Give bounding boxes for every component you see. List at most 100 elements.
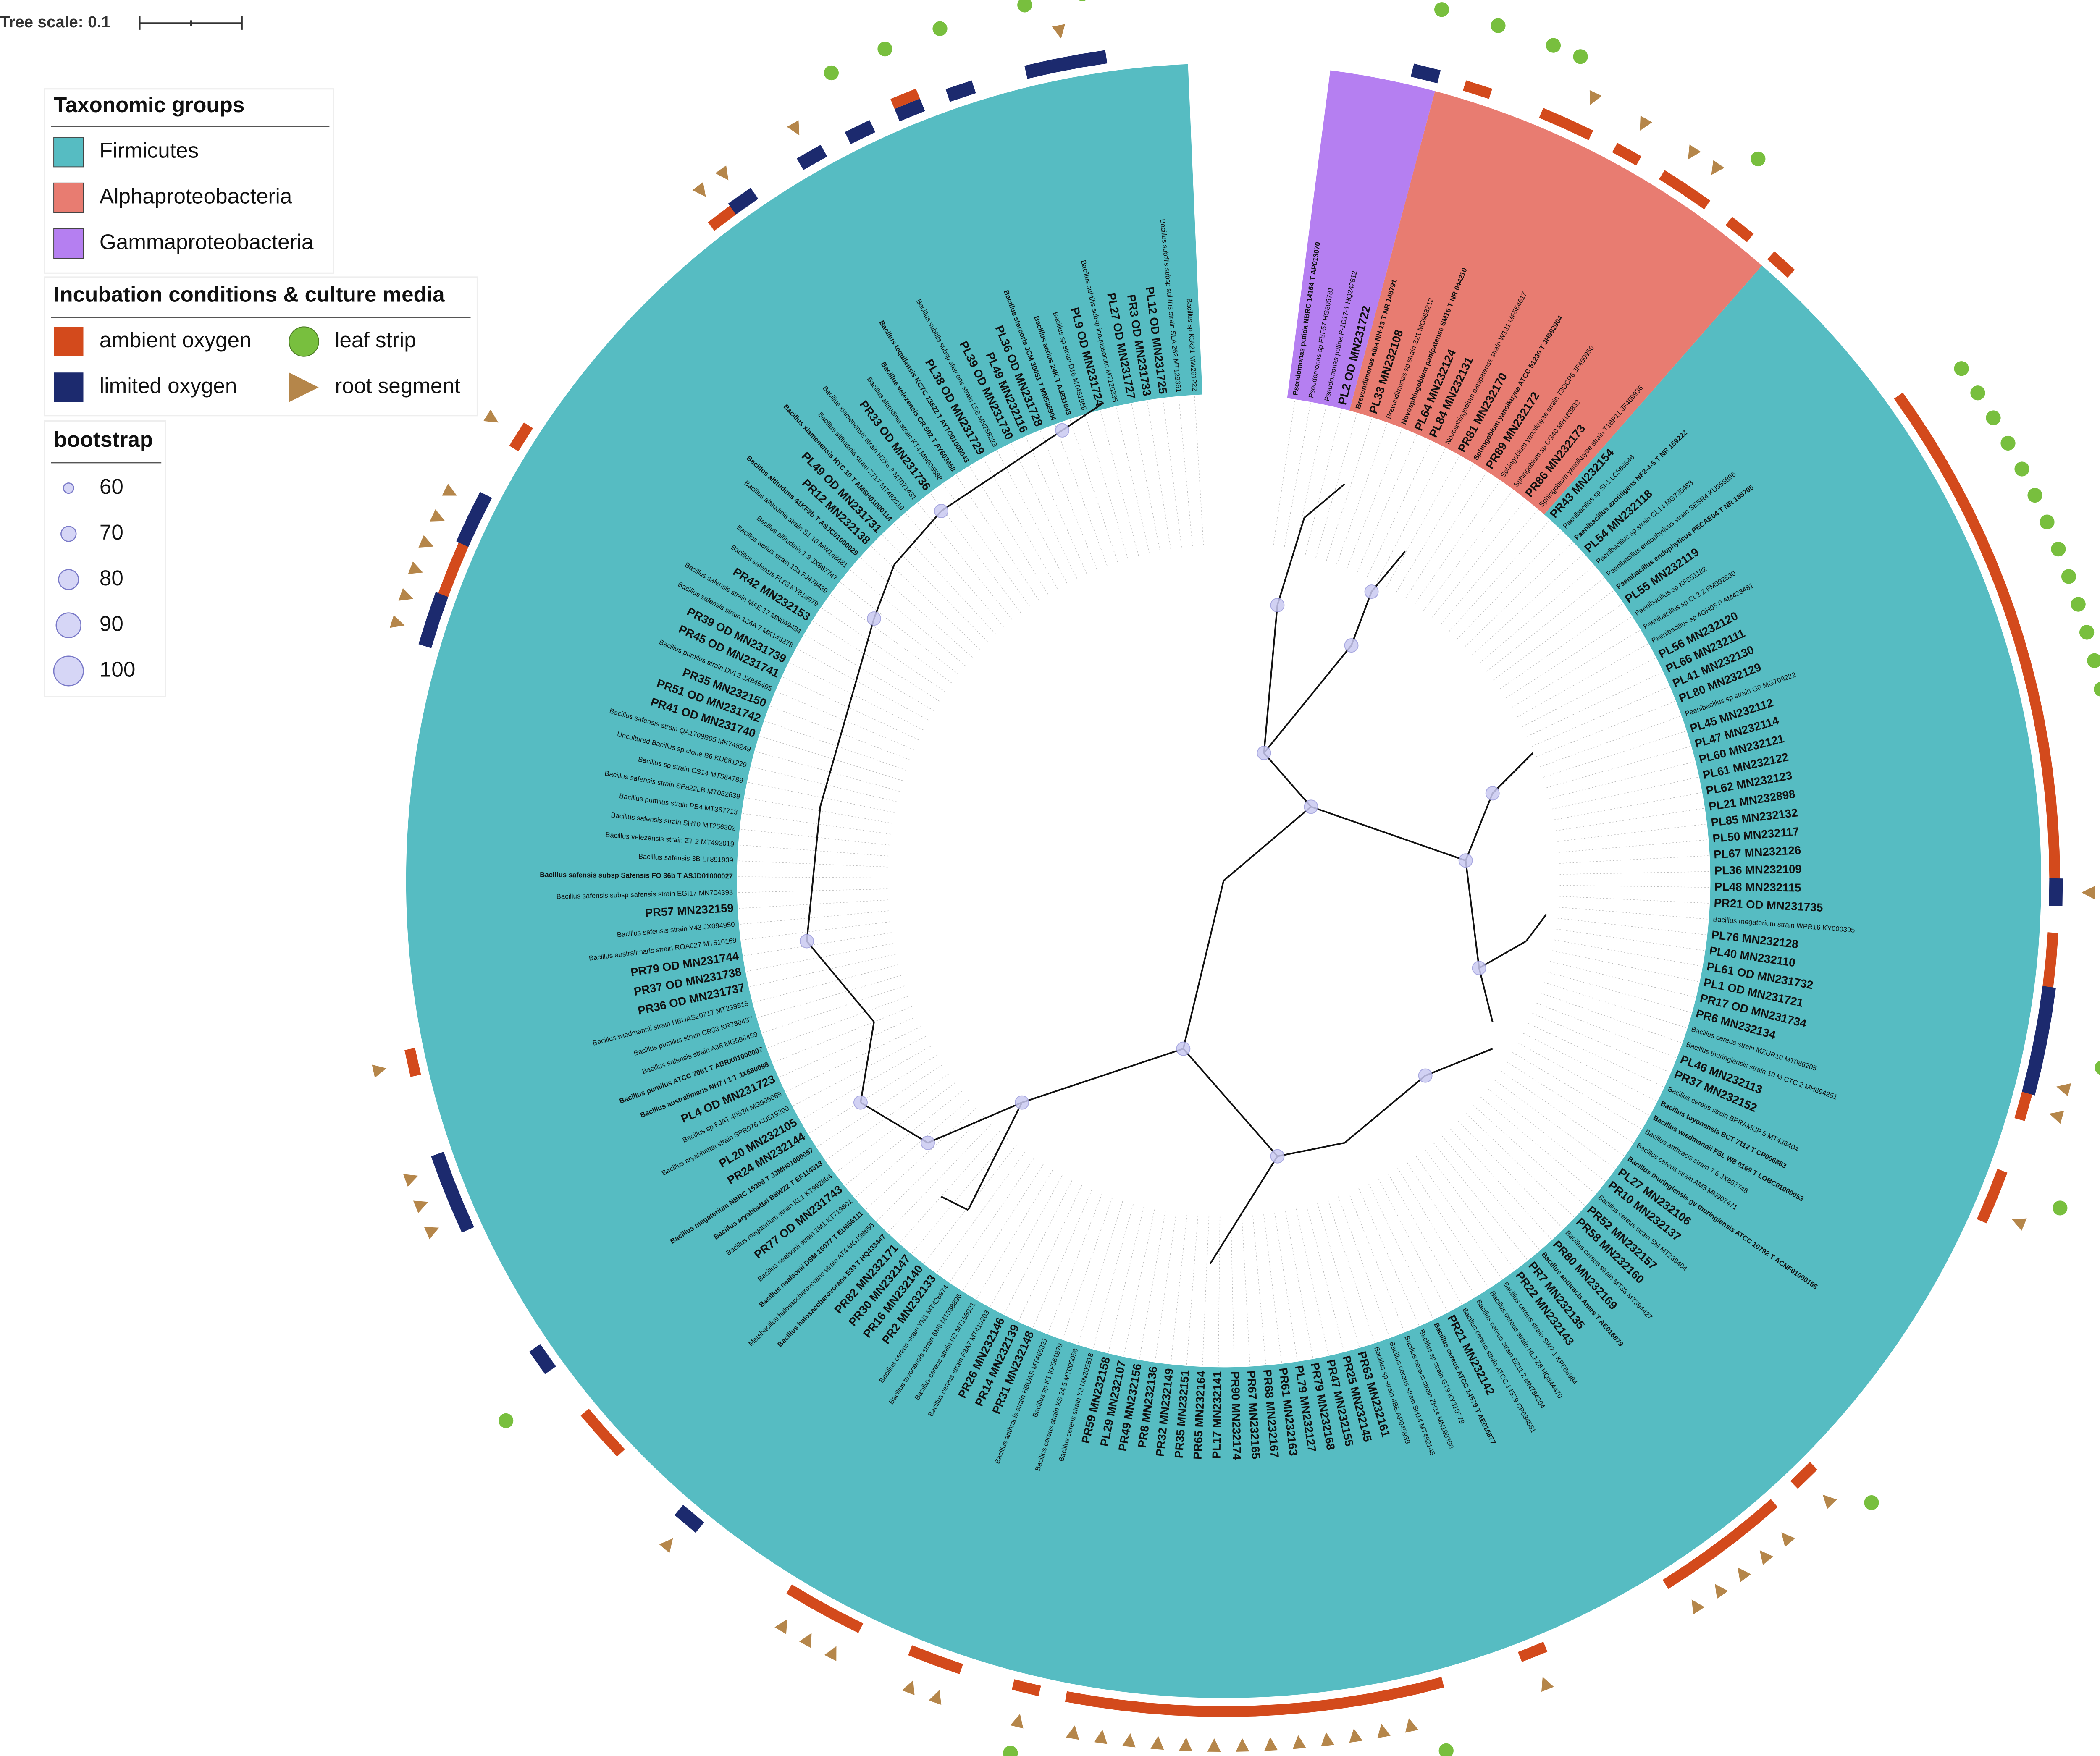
leaf-strip-circle xyxy=(2014,461,2029,477)
ambient-oxygen-box xyxy=(834,1611,864,1633)
root-segment-triangle xyxy=(1688,144,1701,160)
leaf-leader xyxy=(969,466,1048,595)
leaf-leader xyxy=(748,954,896,988)
leaf-annotations xyxy=(499,1413,514,1428)
leaf-annotations xyxy=(1725,217,1754,242)
leaf-leader xyxy=(1347,428,1403,569)
ambient-oxygen-box xyxy=(2014,1091,2032,1121)
ambient-oxygen-box xyxy=(1725,217,1754,242)
leaf-leader xyxy=(1414,480,1501,605)
leaf-annotations xyxy=(1389,1683,1419,1733)
leaf-leader xyxy=(803,634,934,711)
ambient-oxygen-box xyxy=(1173,1704,1202,1717)
ambient-oxygen-box xyxy=(1986,559,2006,589)
leaf-leader xyxy=(1116,406,1150,553)
leaf-leader xyxy=(1336,422,1388,564)
leaf-annotations xyxy=(2021,1065,2071,1096)
leaf-annotations xyxy=(1518,1642,1554,1692)
leaf-leader xyxy=(1170,1214,1187,1365)
leaf-leader xyxy=(996,450,1068,584)
leaf-leader xyxy=(1559,907,1709,920)
leaf-annotations xyxy=(1681,160,1725,210)
legend-label: root segment xyxy=(335,374,460,398)
root-segment-triangle xyxy=(1759,1550,1774,1565)
tree-scale-bar xyxy=(139,16,243,30)
leaf-leader xyxy=(743,932,892,957)
leaf-strip-circle xyxy=(2094,681,2100,697)
leaf-annotations xyxy=(1228,1705,1256,1752)
leaf-leader xyxy=(744,797,892,824)
leaf-leader xyxy=(1487,1088,1606,1182)
leaf-leader xyxy=(795,648,929,721)
leaf-annotations xyxy=(1462,18,1506,99)
leaf-annotations xyxy=(1659,144,1701,194)
ambient-oxygen-box xyxy=(1612,143,1642,166)
leaf-leader xyxy=(1433,1143,1528,1261)
leaf-leader xyxy=(1494,1080,1616,1169)
root-segment-triangle xyxy=(1711,160,1725,175)
ambient-oxygen-box xyxy=(2042,959,2056,988)
leaf-leader xyxy=(769,705,910,760)
leaf-annotations xyxy=(1092,1696,1121,1744)
leaf-leader xyxy=(1528,1023,1665,1088)
limited-oxygen-box xyxy=(440,1177,463,1208)
leaf-strip-circle xyxy=(2053,1200,2068,1216)
root-segment-triangle xyxy=(1207,1738,1221,1752)
root-segment-triangle xyxy=(2049,1111,2064,1124)
ambient-oxygen-box xyxy=(1909,415,1934,444)
leaf-strip-circle xyxy=(2040,514,2055,529)
leaf-leader xyxy=(816,1064,943,1148)
leaf-annotations xyxy=(1767,251,1795,278)
limited-oxygen-box xyxy=(674,1504,704,1533)
ambient-oxygen-box xyxy=(1389,1683,1418,1700)
legend-swatch xyxy=(53,228,84,259)
leaf-leader xyxy=(1450,1128,1552,1240)
leaf-annotations xyxy=(1729,1516,1774,1565)
leaf-annotations xyxy=(2042,959,2056,988)
leaf-leader xyxy=(812,620,940,702)
leaf-strip-circle xyxy=(1864,1495,1879,1510)
limited-oxygen-box xyxy=(894,98,925,122)
leaf-leader xyxy=(870,545,980,650)
legend-label: leaf strip xyxy=(335,328,416,352)
limited-oxygen-box xyxy=(529,1344,556,1374)
leaf-leader xyxy=(1512,1052,1642,1130)
leaf-leader xyxy=(1517,643,1649,718)
leaf-annotations xyxy=(824,65,876,144)
limited-oxygen-box xyxy=(456,516,480,547)
leaf-leader xyxy=(788,662,924,730)
limited-oxygen-box xyxy=(418,618,440,648)
leaf-annotations xyxy=(1255,1704,1283,1751)
ambient-oxygen-box xyxy=(1415,1677,1444,1694)
ambient-oxygen-box xyxy=(2042,769,2056,798)
limited-oxygen-box xyxy=(1078,50,1108,68)
leaf-leader xyxy=(917,502,1013,620)
legend-label: ambient oxygen xyxy=(100,328,252,352)
root-segment-triangle xyxy=(442,483,457,496)
leaf-leader xyxy=(1552,776,1699,810)
leaf-leader xyxy=(782,676,919,740)
leaf-annotations xyxy=(2045,797,2058,825)
leaf-leader xyxy=(1108,1207,1144,1354)
leaf-leader xyxy=(962,1164,1044,1292)
ambient-oxygen-box xyxy=(1255,1704,1283,1717)
leaf-leader xyxy=(1507,1061,1634,1143)
limited-oxygen-box xyxy=(845,120,876,144)
ambient-oxygen-box xyxy=(2047,824,2060,852)
ambient-oxygen-box xyxy=(2005,610,2024,640)
leaf-leader xyxy=(1047,1194,1102,1335)
leaf-annotations xyxy=(1750,1499,1796,1547)
group-wedge xyxy=(406,64,2041,1698)
leaf-leader xyxy=(844,1091,962,1186)
root-segment-triangle xyxy=(1179,1738,1192,1751)
limited-oxygen-box xyxy=(797,144,827,170)
leaf-leader xyxy=(738,899,888,909)
leaf-annotations xyxy=(390,615,440,648)
leaf-leader xyxy=(1518,1043,1650,1116)
leaf-annotations xyxy=(1146,1702,1175,1750)
ambient-oxygen-box xyxy=(1659,170,1688,194)
leaf-annotations xyxy=(1986,542,2066,589)
ambient-oxygen-box xyxy=(1281,1701,1310,1715)
ambient-oxygen-box xyxy=(1707,1533,1736,1559)
leaf-leader xyxy=(1011,443,1077,579)
